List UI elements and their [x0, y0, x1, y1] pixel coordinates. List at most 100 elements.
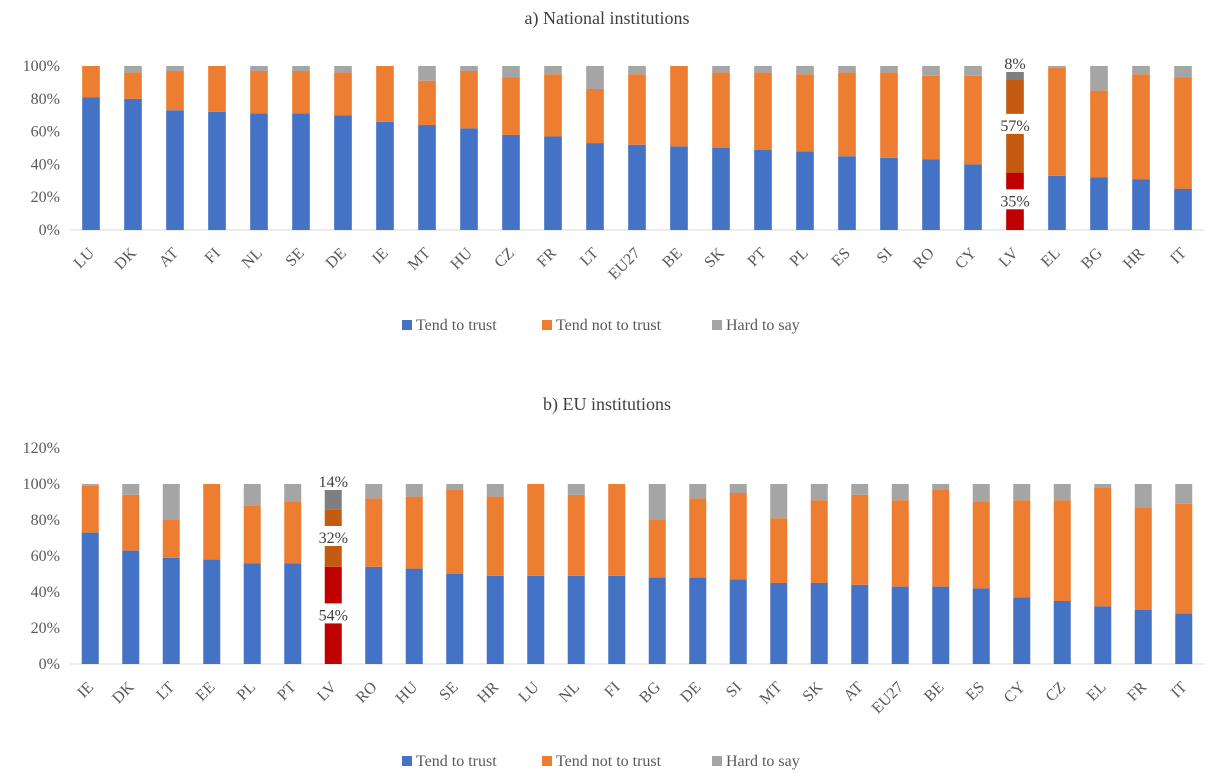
- chart-b-highlight-label: 14%: [319, 474, 348, 491]
- chart-b-y-tick-label: 80%: [31, 512, 60, 529]
- chart-a-bar-be-tend-to-trust: [670, 146, 688, 230]
- chart-a-x-tick-label: PL: [787, 245, 812, 270]
- chart-b-x-tick-label: HU: [393, 678, 422, 707]
- chart-a-y-tick-label: 0%: [39, 222, 60, 239]
- chart-eu-institutions: b) EU institutions 0% 20% 40% 60% 80% 100% 120…: [23, 394, 1204, 770]
- chart-a-bar-lu-tend-not-to-trust: [82, 66, 100, 98]
- chart-a-x-tick-label: RO: [910, 245, 938, 273]
- chart-b-bar-hr-hard-to-say: [486, 484, 504, 497]
- chart-b-bar-it-hard-to-say: [1175, 484, 1193, 504]
- chart-b-highlight-label-bg: [311, 470, 356, 490]
- chart-b-x-tick-label: NL: [556, 679, 583, 706]
- chart-b-bar-bg-hard-to-say: [648, 484, 666, 520]
- chart-b-x-tick-label: BE: [921, 679, 947, 705]
- chart-a-highlight-label-bg: [993, 189, 1037, 210]
- chart-b-bar-dk-tend-not-to-trust: [122, 494, 140, 551]
- chart-b-highlight-label-bg: [311, 526, 356, 546]
- chart-b-legend-swatch: [402, 756, 412, 766]
- chart-b-bar-se-tend-not-to-trust: [446, 489, 464, 574]
- chart-a-bar-hr-hard-to-say: [1132, 66, 1150, 75]
- chart-a-bar-cz-hard-to-say: [502, 66, 520, 78]
- chart-a-bar-dk-hard-to-say: [124, 66, 142, 73]
- chart-a-bar-nl-tend-not-to-trust: [250, 70, 268, 114]
- chart-a-bar-si-hard-to-say: [880, 66, 898, 73]
- chart-a-bar-bg-tend-to-trust: [1090, 177, 1108, 230]
- chart-b-bar-mt-tend-to-trust: [770, 583, 788, 664]
- chart-a-bar-se-tend-to-trust: [292, 113, 310, 230]
- chart-b-bar-cz-hard-to-say: [1053, 484, 1071, 501]
- chart-b-bar-ro-hard-to-say: [365, 484, 383, 499]
- chart-a-bar-hr-tend-to-trust: [1132, 179, 1150, 230]
- chart-a-x-tick-label: PT: [745, 245, 770, 270]
- chart-b-bar-be-tend-to-trust: [932, 586, 950, 664]
- chart-b-bar-pt-tend-to-trust: [284, 563, 302, 664]
- chart-b-bar-it-tend-to-trust: [1175, 613, 1193, 664]
- chart-a-bar-pt-hard-to-say: [754, 66, 772, 73]
- chart-b-x-tick-label: LT: [153, 679, 178, 704]
- chart-b-legend: Tend to trust Tend not to trust Hard to sa…: [402, 753, 800, 770]
- chart-a-x-tick-label: EU27: [605, 245, 643, 283]
- chart-b-bar-pt-hard-to-say: [284, 484, 302, 502]
- chart-a-x-tick-label: IT: [1167, 245, 1190, 268]
- chart-a-y-tick-label: 100%: [23, 58, 60, 75]
- chart-b-x-tick-label: RO: [353, 679, 381, 707]
- chart-b-bar-bg-tend-not-to-trust: [648, 520, 666, 578]
- chart-b-bar-pl-tend-to-trust: [243, 563, 261, 664]
- chart-b-x-tick-label: PL: [234, 679, 259, 704]
- chart-a-bar-es-tend-not-to-trust: [838, 72, 856, 157]
- chart-b-bar-el-hard-to-say: [1094, 484, 1112, 488]
- chart-a-bar-bg-hard-to-say: [1090, 66, 1108, 91]
- chart-a-bar-pl-tend-not-to-trust: [796, 74, 814, 152]
- chart-b-bar-si-tend-to-trust: [729, 579, 747, 664]
- chart-b-bar-nl-tend-to-trust: [567, 575, 585, 664]
- chart-b-x-tick-label: AT: [841, 679, 867, 705]
- chart-b-x-axis: IE DK LT EE PL PT LV RO HU SE HR LU NL FI BG DE SI MT SK AT…: [74, 678, 1190, 717]
- chart-a-bar-cz-tend-to-trust: [502, 134, 520, 230]
- chart-b-x-tick-label: SI: [723, 679, 745, 701]
- chart-b-bar-hu-tend-not-to-trust: [405, 496, 423, 569]
- chart-a-y-tick-label: 80%: [31, 91, 60, 108]
- chart-b-x-tick-label: EU27: [869, 679, 907, 717]
- chart-b-bar-sk-tend-not-to-trust: [810, 500, 828, 583]
- chart-b-bar-ee-tend-not-to-trust: [203, 484, 221, 560]
- chart-b-y-tick-label: 20%: [31, 620, 60, 637]
- chart-b-bar-es-tend-not-to-trust: [972, 502, 990, 589]
- chart-a-bar-el-tend-to-trust: [1048, 175, 1066, 230]
- chart-a-y-axis: 0% 20% 40% 60% 80% 100%: [23, 58, 60, 239]
- chart-b-bar-ie-tend-to-trust: [81, 532, 99, 664]
- chart-a-bars: 35% 57% 8%: [82, 52, 1192, 230]
- chart-b-bar-hu-hard-to-say: [405, 484, 423, 497]
- chart-b-bar-cy-hard-to-say: [1013, 484, 1031, 501]
- chart-b-bar-ro-tend-to-trust: [365, 566, 383, 664]
- chart-a-bar-lt-tend-to-trust: [586, 143, 604, 230]
- chart-b-y-tick-label: 120%: [23, 440, 60, 457]
- chart-b-x-tick-label: EE: [193, 679, 219, 705]
- chart-a-bar-cy-tend-not-to-trust: [964, 75, 982, 165]
- chart-a-bar-be-tend-not-to-trust: [670, 66, 688, 147]
- chart-b-bar-dk-hard-to-say: [122, 484, 140, 495]
- chart-a-highlight-label: 8%: [1004, 56, 1025, 73]
- chart-b-bar-hu-tend-to-trust: [405, 568, 423, 664]
- chart-b-legend-label: Tend to trust: [416, 753, 497, 770]
- chart-b-bar-eu27-hard-to-say: [891, 484, 909, 501]
- chart-b-bar-lt-hard-to-say: [162, 484, 180, 520]
- chart-a-bar-nl-hard-to-say: [250, 66, 268, 71]
- chart-b-bar-lu-tend-to-trust: [527, 575, 545, 664]
- chart-a-x-tick-label: FR: [534, 245, 560, 271]
- chart-b-bar-de-tend-not-to-trust: [689, 498, 707, 578]
- chart-a-bar-de-tend-to-trust: [334, 115, 352, 230]
- chart-a-bar-ro-tend-not-to-trust: [922, 75, 940, 160]
- chart-a-bar-sk-tend-not-to-trust: [712, 72, 730, 148]
- chart-a-highlight-label-bg: [993, 113, 1037, 134]
- chart-a-bar-at-hard-to-say: [166, 66, 184, 71]
- chart-a-legend: Tend to trust Tend not to trust Hard to sa…: [402, 317, 800, 334]
- chart-b-legend-label: Hard to say: [726, 753, 800, 770]
- chart-b-x-tick-label: CY: [1001, 678, 1029, 706]
- chart-b-y-tick-label: 100%: [23, 476, 60, 493]
- chart-a-x-tick-label: LU: [71, 244, 98, 271]
- chart-a-bar-cy-tend-to-trust: [964, 164, 982, 230]
- chart-a-x-tick-label: ES: [829, 245, 854, 270]
- chart-b-bar-at-tend-not-to-trust: [851, 494, 869, 585]
- chart-a-x-tick-label: CY: [952, 244, 980, 272]
